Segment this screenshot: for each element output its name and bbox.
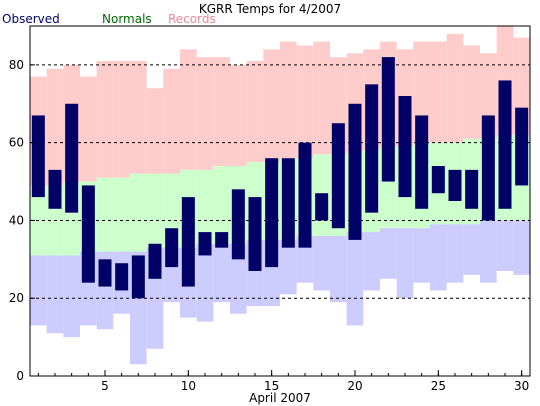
record-low-band [446, 224, 464, 283]
legend-records: Records [168, 12, 216, 26]
record-low-band [30, 255, 47, 326]
chart-title: KGRR Temps for 4/2007 [199, 2, 341, 16]
x-tick-label: 10 [181, 379, 196, 393]
record-low-band [480, 220, 497, 283]
x-axis-label: April 2007 [249, 391, 311, 405]
observed-bar [415, 115, 429, 209]
normal-band [96, 177, 114, 252]
record-high-band [196, 57, 214, 170]
record-low-band [380, 228, 397, 279]
record-low-band [330, 236, 347, 303]
plot-area: 0 20 40 60 80 5 10 15 20 25 30 [9, 25, 531, 393]
observed-bar [348, 103, 362, 240]
y-tick-label: 80 [9, 58, 24, 72]
record-high-band [230, 64, 247, 166]
observed-bar [98, 259, 112, 287]
record-high-band [180, 49, 197, 170]
observed-bar [298, 142, 312, 248]
y-tick-label: 20 [9, 291, 24, 305]
normal-band [113, 177, 130, 252]
record-high-band [296, 45, 314, 159]
record-low-band [396, 228, 414, 299]
record-low-band [496, 220, 514, 271]
normal-band [146, 173, 164, 248]
record-high-band [263, 49, 280, 163]
observed-bar [381, 57, 395, 182]
x-tick-label: 15 [264, 379, 279, 393]
plot-frame [29, 25, 531, 377]
record-high-band [46, 68, 64, 186]
record-high-band [130, 61, 147, 174]
observed-bar [365, 84, 379, 213]
observed-bar [265, 158, 279, 268]
normal-band [130, 173, 147, 252]
y-tick-label: 40 [9, 213, 24, 227]
record-high-band [213, 57, 230, 166]
record-high-band [163, 68, 180, 174]
x-tick-label: 5 [101, 379, 109, 393]
observed-bar [281, 158, 295, 248]
legend-observed: Observed [2, 12, 60, 26]
observed-bar [331, 123, 345, 229]
record-low-band [346, 232, 364, 326]
record-low-band [230, 243, 247, 314]
observed-bar [181, 197, 195, 287]
record-high-band [80, 76, 97, 182]
record-low-band [463, 224, 480, 275]
observed-bar [398, 96, 412, 198]
record-high-band [446, 33, 464, 143]
observed-bar [448, 169, 462, 201]
observed-bar [465, 169, 479, 209]
record-low-band [63, 255, 80, 338]
observed-bar [81, 185, 95, 283]
record-high-band [246, 61, 264, 163]
observed-bar [231, 189, 245, 260]
observed-bar [248, 197, 262, 271]
record-low-band [46, 255, 64, 334]
y-tick-label: 0 [16, 369, 24, 383]
x-tick-label: 20 [347, 379, 362, 393]
legend-normals: Normals [102, 12, 152, 26]
observed-bar [165, 228, 179, 268]
observed-bar [48, 169, 62, 209]
observed-bar [481, 115, 495, 221]
record-low-band [280, 239, 297, 295]
record-low-band [513, 220, 530, 275]
record-high-band [96, 61, 114, 178]
record-low-band [313, 236, 330, 291]
observed-bar [198, 232, 212, 256]
record-high-band [113, 61, 130, 178]
record-high-band [146, 88, 164, 174]
normal-band [196, 169, 214, 244]
normal-band [213, 166, 230, 244]
record-high-band [280, 41, 297, 159]
record-low-band [213, 243, 230, 303]
observed-bar [215, 232, 229, 248]
y-tick-label: 60 [9, 136, 24, 150]
record-high-band [430, 41, 447, 143]
record-high-band [463, 45, 480, 139]
observed-bar [65, 103, 79, 213]
chart-legend: Observed Normals Records [2, 12, 216, 26]
observed-bar [431, 166, 445, 194]
record-low-band [413, 228, 430, 283]
record-low-band [363, 232, 380, 291]
observed-bar [31, 115, 45, 198]
observed-bar [515, 107, 529, 186]
x-tick-label: 30 [514, 379, 529, 393]
observed-bar [115, 263, 129, 291]
x-tick-label: 25 [431, 379, 446, 393]
observed-bar [315, 193, 329, 221]
record-high-band [313, 41, 330, 155]
record-low-band [430, 224, 447, 291]
observed-bar [148, 243, 162, 279]
observed-bar [131, 255, 145, 299]
observed-bar [498, 80, 512, 209]
record-low-band [196, 243, 214, 322]
